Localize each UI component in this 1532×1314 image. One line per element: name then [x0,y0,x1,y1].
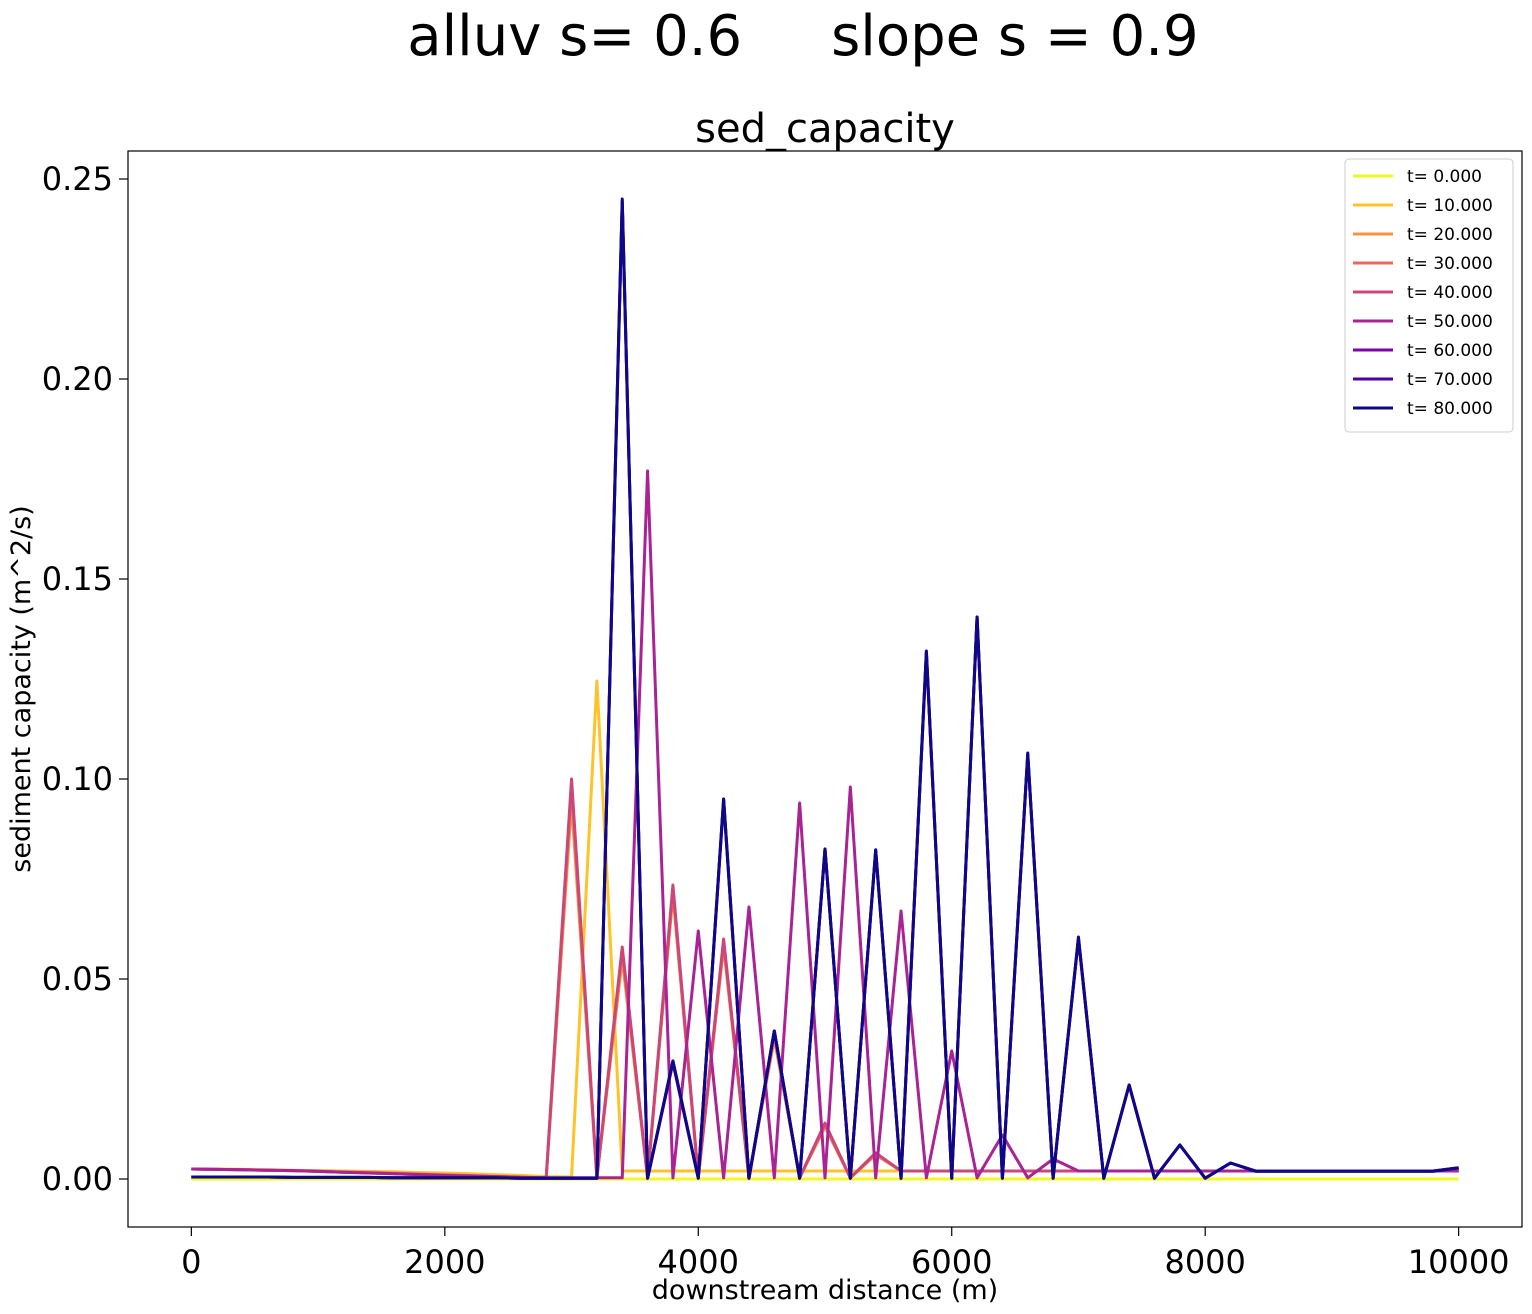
legend-entry-label: t= 50.000 [1407,312,1493,332]
series-line-6 [191,201,1459,1180]
y-tick-label: 0.10 [42,760,113,798]
legend-entry-label: t= 80.000 [1407,399,1493,419]
y-axis-label: sediment capacity (m^2/s) [6,505,37,872]
series-layer [191,197,1459,1181]
y-tick-label: 0.05 [42,960,113,998]
x-tick-label: 4000 [658,1243,739,1281]
legend-entry-label: t= 40.000 [1407,283,1493,303]
axes-frame [127,150,1523,1228]
series-line-4 [191,777,1459,1180]
figure-suptitle: alluv s= 0.6 slope s = 0.9 [407,4,1198,69]
plot-area [127,150,1523,1228]
series-line-8 [191,197,1459,1180]
series-line-7 [191,199,1459,1180]
series-line-3 [191,785,1459,1180]
y-tick-label: 0.25 [42,160,113,198]
legend: t= 0.000 t= 10.000 t= 20.000 t= 30.000 t= 40… [1344,158,1514,433]
x-tick-label: 2000 [404,1243,485,1281]
series-line-5 [191,469,1459,1180]
legend-entry-label: t= 60.000 [1407,341,1493,361]
x-axis-label: downstream distance (m) [652,1275,998,1306]
legend-entry-label: t= 10.000 [1407,196,1493,216]
chart-title: sed_capacity [695,106,955,152]
y-tick-label: 0.15 [42,560,113,598]
x-tick-label: 0 [181,1243,201,1281]
y-tick-label: 0.00 [42,1160,113,1198]
x-axis: 0 2000 4000 6000 8000 10000 [181,1227,1510,1281]
legend-entry-label: t= 20.000 [1407,225,1493,245]
series-line-1 [191,679,1459,1179]
x-tick-label: 10000 [1408,1243,1510,1281]
legend-entry-label: t= 30.000 [1407,254,1493,274]
x-tick-label: 6000 [911,1243,992,1281]
legend-entry-label: t= 0.000 [1407,167,1482,187]
legend-entry-label: t= 70.000 [1407,370,1493,390]
legend-box [1344,158,1514,433]
x-tick-label: 8000 [1164,1243,1245,1281]
y-tick-label: 0.20 [42,360,113,398]
y-axis: 0.00 0.05 0.10 0.15 0.20 0.25 [42,160,128,1198]
